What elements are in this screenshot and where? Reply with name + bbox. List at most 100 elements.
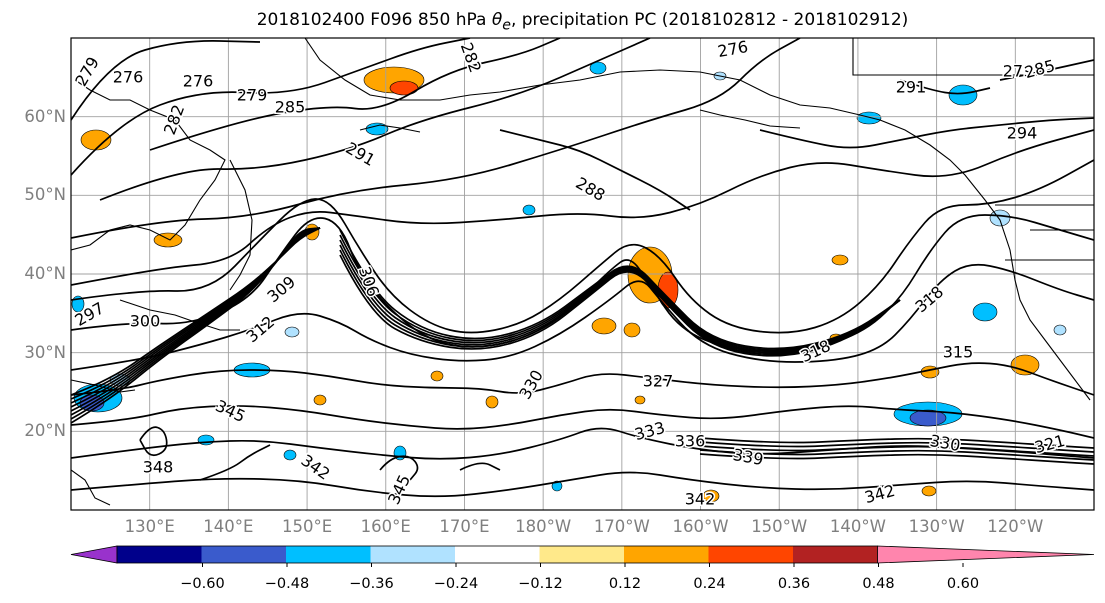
lon-tick-label: 170°W: [593, 517, 650, 536]
contour-value-label: 285: [275, 98, 306, 117]
colorbar-tick-label: 0.60: [946, 576, 980, 592]
contour-value-label: 276: [113, 68, 144, 87]
contour-value-label: 300: [130, 312, 161, 331]
theta-e-contour: [71, 471, 1094, 498]
lat-tick-label: 50°N: [24, 185, 66, 205]
colorbar-extend-high: [877, 545, 1095, 564]
precip-anomaly-patch: [1053, 324, 1067, 336]
theta-e-contour: [339, 244, 901, 354]
theta-e-contours: [71, 38, 1094, 498]
lon-tick-label: 140°E: [203, 517, 254, 536]
theta-e-contour: [71, 263, 1094, 371]
theta-e-contour: [699, 437, 1094, 449]
lon-tick-label: 160°E: [360, 517, 411, 536]
theta-e-contour: [999, 59, 1094, 81]
coastline-segment: [852, 38, 1094, 76]
theta-e-contour: [71, 362, 1094, 396]
lon-tick-label: 150°W: [751, 517, 808, 536]
theta-e-contour: [339, 254, 901, 357]
precip-anomaly-patch: [389, 80, 419, 96]
lon-tick-label: 130°E: [124, 517, 175, 536]
lon-tick-label: 170°E: [439, 517, 490, 536]
lon-tick-label: 130°W: [908, 517, 965, 536]
theta-e-contour: [71, 405, 1094, 439]
colorbar-tick-label: −0.60: [180, 576, 225, 592]
contour-value-label: 279: [1003, 62, 1034, 81]
contour-value-label: 291: [896, 78, 927, 97]
contour-value-label: 315: [943, 343, 974, 362]
contour-value-label: 294: [1007, 124, 1038, 143]
precip-anomaly-patch: [430, 370, 444, 382]
theta-e-contour: [699, 449, 1094, 461]
map-frame: [70, 37, 1095, 511]
theta-e-contour: [149, 38, 561, 151]
colorbar-extend-low: [70, 545, 118, 564]
colorbar-bin: [708, 546, 793, 563]
theta-e-contour: [339, 239, 901, 353]
theta-e-contour: [339, 249, 901, 356]
theta-e-contour: [71, 38, 801, 239]
precip-anomaly-patch: [284, 326, 300, 338]
theta-e-contour: [71, 159, 1094, 334]
colorbar-bin: [201, 546, 286, 563]
colorbar-bin: [370, 546, 455, 563]
precipitation-shading: [71, 61, 1067, 503]
colorbar-bin: [793, 546, 878, 563]
theta-e-contour: [339, 234, 901, 351]
coastline-segment: [879, 119, 1091, 401]
theta-e-contour: [71, 129, 1094, 286]
contour-value-label: 279: [237, 86, 268, 105]
lon-tick-label: 140°W: [829, 517, 886, 536]
theta-e-contour: [379, 455, 419, 481]
theta-e-contour: [499, 129, 691, 211]
precip-anomaly-patch: [551, 480, 563, 492]
precip-anomaly-patch: [948, 84, 978, 106]
coastline-segment: [119, 299, 240, 331]
theta-e-contour: [699, 441, 1094, 453]
precip-anomaly-patch: [197, 434, 215, 446]
colorbar-tick-label: 0.12: [608, 576, 642, 592]
coastline-segment: [71, 79, 226, 251]
theta-e-contour: [459, 462, 501, 471]
precip-anomaly-patch: [591, 317, 617, 335]
lon-tick-label: 180°W: [515, 517, 572, 536]
colorbar-tick-label: 0.24: [693, 576, 726, 592]
theta-e-contour: [339, 229, 901, 350]
colorbar-bin: [624, 546, 709, 563]
precip-anomaly-patch: [972, 302, 998, 322]
colorbar-tick-label: −0.48: [264, 576, 310, 592]
theta-e-contour: [199, 444, 271, 481]
precip-anomaly-patch: [831, 254, 849, 266]
theta-e-contour: [139, 426, 168, 457]
theta-e-contour: [71, 40, 261, 121]
theta-e-contour: [71, 227, 321, 424]
contour-value-label: 336: [675, 432, 706, 451]
colorbar-tick-label: 0.36: [777, 576, 811, 592]
coastline-segment: [304, 38, 881, 121]
lat-tick-label: 30°N: [24, 342, 66, 362]
theta-e-contour: [699, 445, 1094, 457]
theta-e-contour: [71, 38, 471, 176]
colorbar-bin: [286, 546, 371, 563]
colorbar-bin: [455, 546, 540, 563]
colorbar-bin: [117, 546, 202, 563]
contour-value-label: 327: [643, 372, 674, 391]
contour-value-label: 276: [183, 72, 214, 91]
lat-tick-label: 40°N: [24, 264, 66, 283]
colorbar-bin: [539, 546, 624, 563]
precip-anomaly-patch: [589, 61, 607, 75]
contour-value-label: 339: [731, 445, 764, 469]
precip-anomaly-patch: [856, 111, 882, 125]
lat-tick-label: 20°N: [24, 421, 66, 441]
precip-anomaly-patch: [153, 232, 183, 248]
coastline-segment: [229, 159, 253, 291]
colorbar-tick-label: −0.12: [518, 576, 563, 592]
theta-e-contour: [71, 427, 1094, 460]
colorbar-tick-label: 0.48: [862, 576, 895, 592]
lon-tick-label: 120°W: [987, 517, 1044, 536]
precip-anomaly-patch: [989, 209, 1011, 227]
precip-anomaly-patch: [921, 485, 937, 497]
lon-tick-label: 150°E: [281, 517, 333, 536]
chart-title: 2018102400 F096 850 hPa θe, precipitatio…: [256, 10, 909, 34]
